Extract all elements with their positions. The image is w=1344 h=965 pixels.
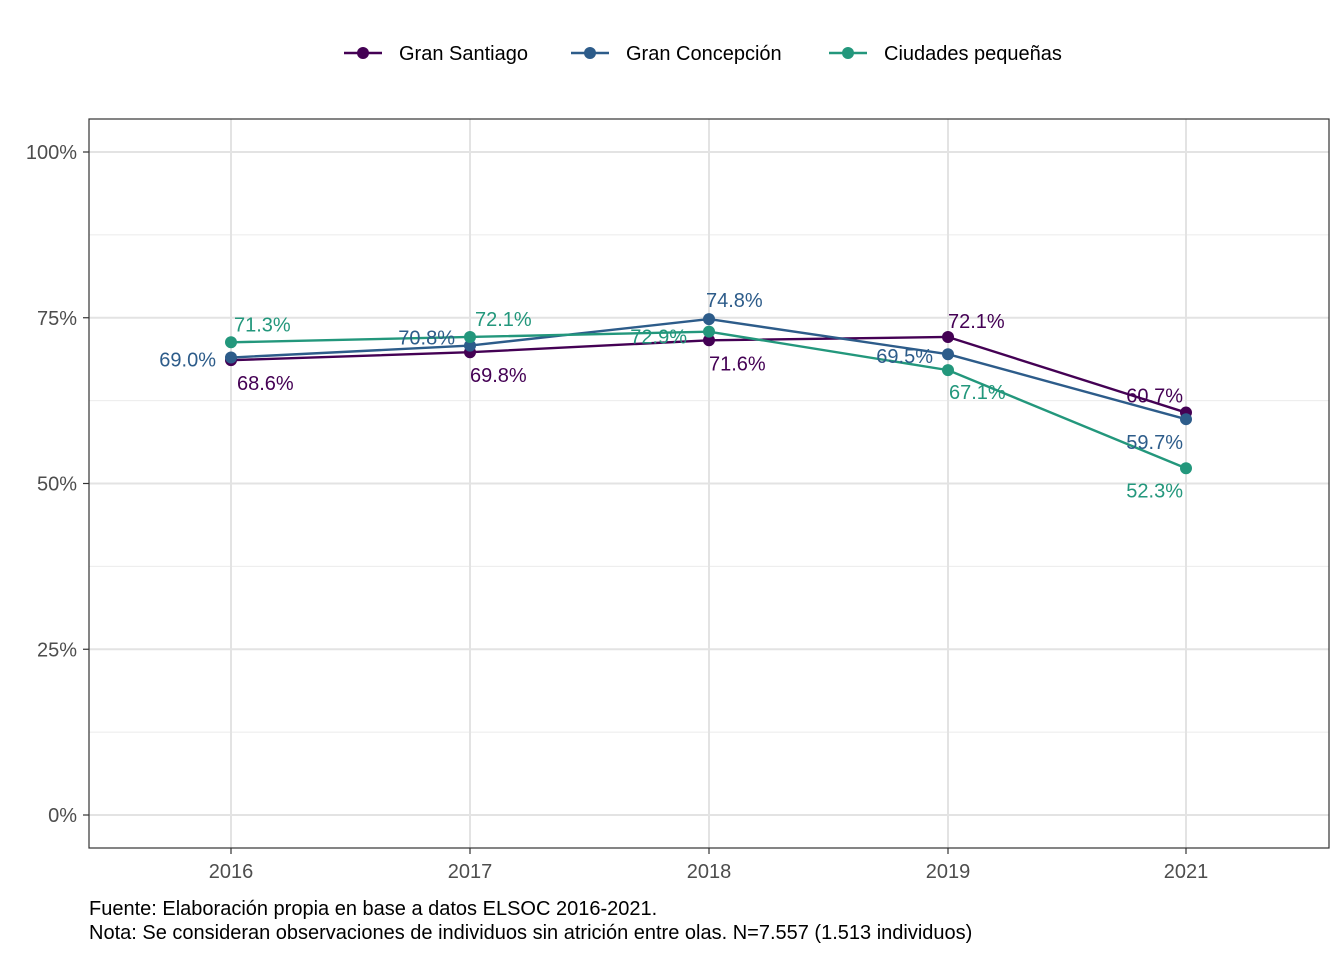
legend-key-point [584,47,596,59]
x-tick-label: 2016 [209,861,254,883]
data-label: 60.7% [1126,386,1183,408]
data-point [464,330,476,343]
data-point [703,325,715,338]
x-tick-label: 2017 [448,861,493,883]
x-tick-label: 2018 [687,861,732,883]
legend-label: Gran Santiago [399,43,528,65]
x-tick-label: 2019 [926,861,971,883]
data-point [703,313,715,326]
caption-note: Nota: Se consideran observaciones de ind… [89,922,973,944]
data-label: 72.1% [475,309,532,331]
data-point [942,330,954,343]
data-label: 67.1% [949,382,1006,404]
legend-label: Ciudades pequeñas [884,43,1062,65]
data-label: 68.6% [237,373,294,395]
data-label: 52.3% [1126,480,1183,502]
data-labels: 68.6% 69.8% 71.6% 72.1% 60.7% 69.0% 70.8% 74.8%… [159,290,1183,502]
data-point [942,348,954,361]
data-label: 59.7% [1126,432,1183,454]
data-label: 71.6% [709,353,766,375]
data-label: 69.5% [876,346,933,368]
y-tick-label: 100% [26,142,77,164]
data-label: 72.9% [630,327,687,349]
x-tick-label: 2021 [1164,861,1209,883]
data-point [225,336,237,349]
y-tick-label: 25% [37,639,77,661]
data-label: 72.1% [948,311,1005,333]
data-label: 71.3% [234,314,291,336]
data-point [464,339,476,352]
axes: 0% 25% 50% 75% 100% 2016 2017 2018 2019 2021 [26,142,1208,883]
data-point [703,334,715,347]
plot-panel [88,118,1330,849]
data-label: 70.8% [398,328,455,350]
data-label: 74.8% [706,290,763,312]
y-tick-label: 50% [37,474,77,496]
legend-label: Gran Concepción [626,43,782,65]
data-point [225,351,237,364]
data-label: 69.8% [470,365,527,387]
data-label: 69.0% [159,350,216,372]
series-lines [225,313,1192,475]
legend-key-point [842,47,854,59]
legend-key-point [357,47,369,59]
caption-source: Fuente: Elaboración propia en base a dat… [89,898,658,920]
data-point [942,364,954,377]
data-point [1180,413,1192,426]
legend: Gran Santiago Gran Concepción Ciudades peq… [344,43,1062,65]
y-tick-label: 75% [37,308,77,330]
y-tick-label: 0% [48,805,77,827]
data-point [1180,462,1192,475]
